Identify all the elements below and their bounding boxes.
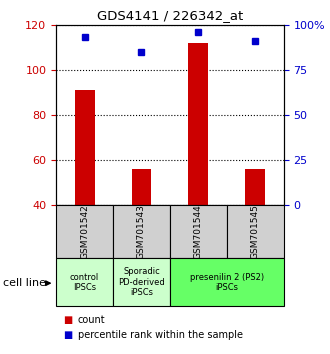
Bar xyxy=(132,169,151,205)
Text: cell line: cell line xyxy=(3,278,46,288)
FancyBboxPatch shape xyxy=(227,205,284,258)
FancyBboxPatch shape xyxy=(113,258,170,306)
Text: GSM701544: GSM701544 xyxy=(194,205,203,259)
FancyBboxPatch shape xyxy=(56,258,113,306)
Bar xyxy=(75,90,94,205)
Text: GSM701543: GSM701543 xyxy=(137,204,146,259)
Text: GSM701542: GSM701542 xyxy=(80,205,89,259)
FancyBboxPatch shape xyxy=(113,205,170,258)
Text: GDS4141 / 226342_at: GDS4141 / 226342_at xyxy=(97,9,243,22)
FancyBboxPatch shape xyxy=(56,205,113,258)
Text: ■: ■ xyxy=(63,315,72,325)
Text: control
IPSCs: control IPSCs xyxy=(70,273,99,292)
Text: count: count xyxy=(78,315,105,325)
Bar xyxy=(188,43,208,205)
FancyBboxPatch shape xyxy=(170,205,227,258)
Text: presenilin 2 (PS2)
iPSCs: presenilin 2 (PS2) iPSCs xyxy=(190,273,264,292)
Bar xyxy=(246,169,265,205)
Text: ■: ■ xyxy=(63,330,72,339)
Text: GSM701545: GSM701545 xyxy=(251,204,260,259)
Text: Sporadic
PD-derived
iPSCs: Sporadic PD-derived iPSCs xyxy=(118,267,165,297)
Text: percentile rank within the sample: percentile rank within the sample xyxy=(78,330,243,339)
FancyBboxPatch shape xyxy=(170,258,284,306)
